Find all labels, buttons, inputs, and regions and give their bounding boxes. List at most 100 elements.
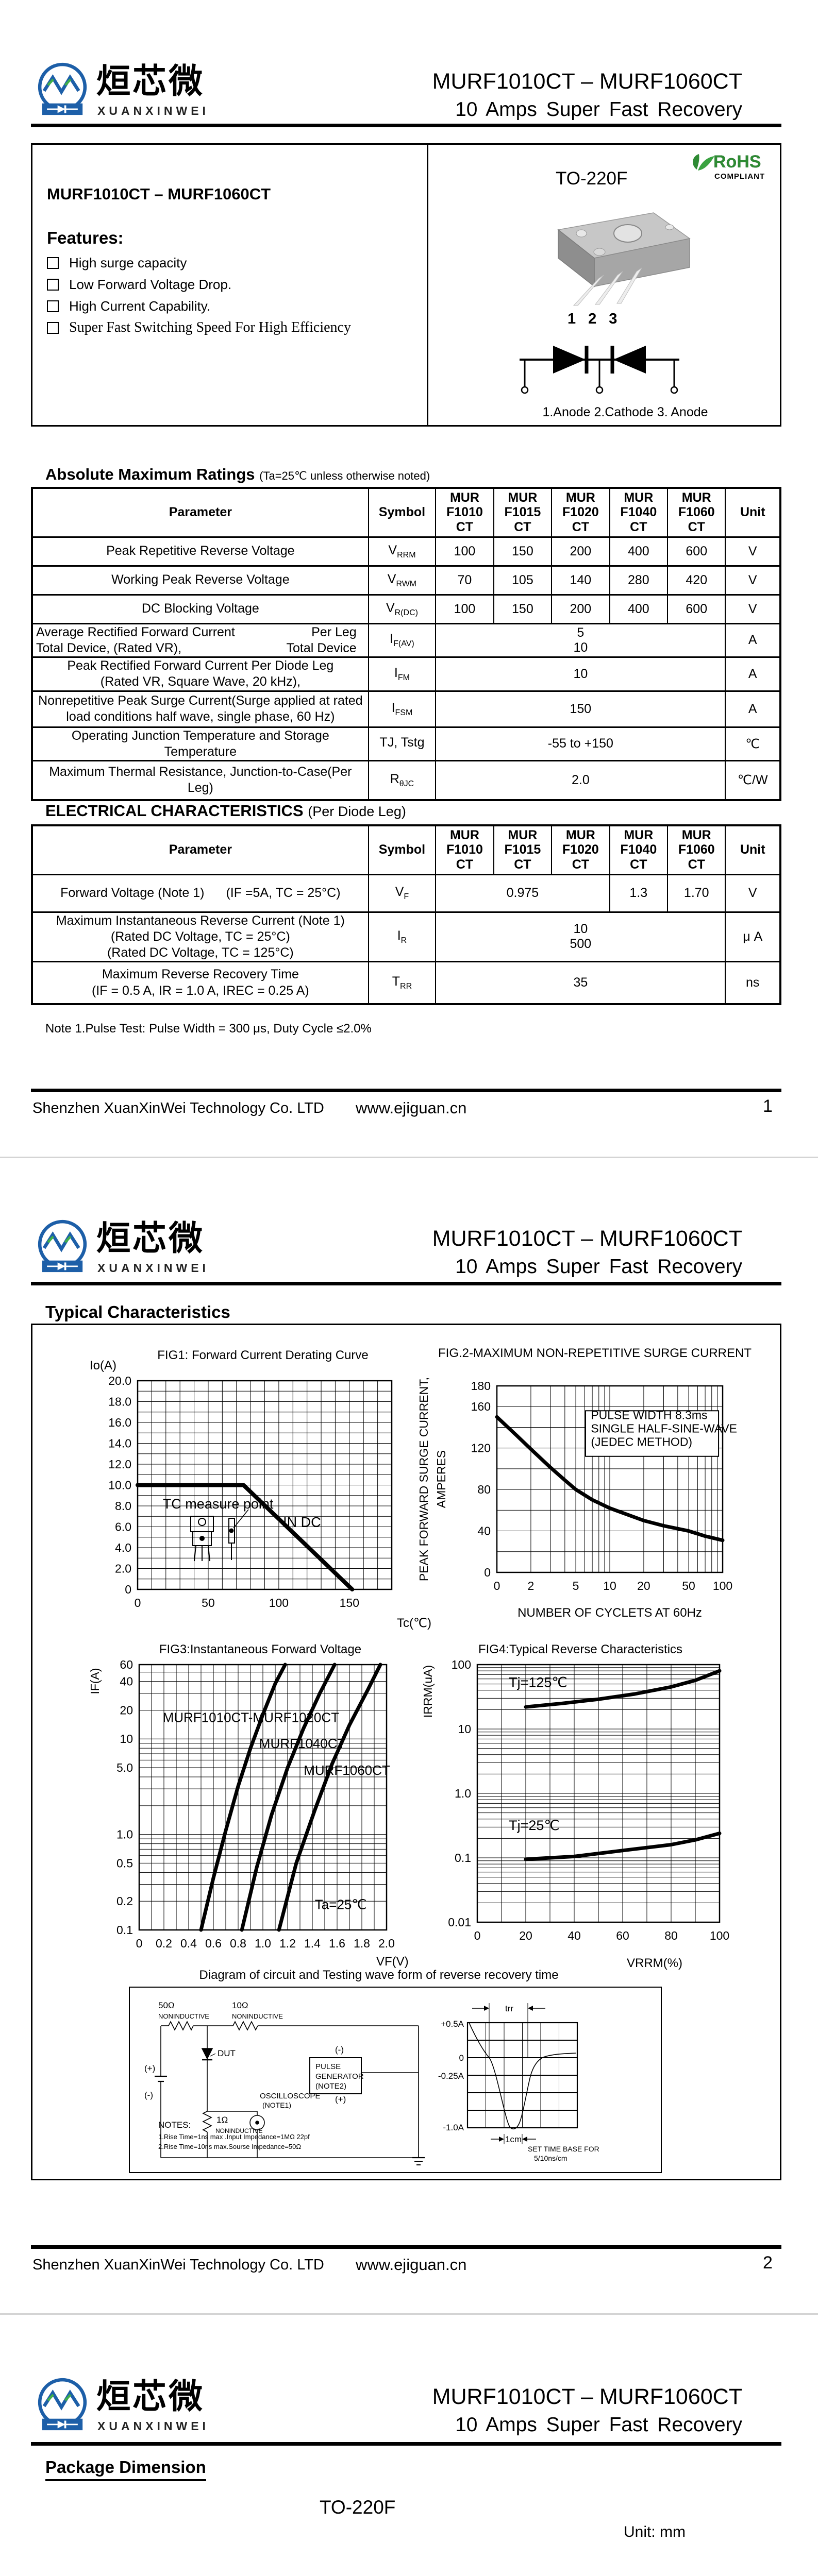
symbol-cell: IFSM [368,690,437,728]
diode-symbol [520,346,679,394]
unit-cell: V [725,594,781,624]
amr-table: Parameter Symbol MUR F1010 CT MUR F1015 … [31,487,781,801]
rohs-name: RoHS [713,152,761,172]
col-unit: Unit [725,824,781,875]
brand-name-en: XUANXINWEI [97,2419,209,2433]
page1-header: 烜芯微 XUANXINWEI MURF1010CT – MURF1060CT 1… [34,61,781,125]
svg-text:100: 100 [710,1929,729,1942]
table-row: Maximum Thermal Resistance, Junction-to-… [31,760,781,801]
value-cell: 150 [435,690,726,728]
characteristics-box [31,1324,781,2180]
value-cell: 280 [609,565,669,596]
symbol-cell: IR [368,911,437,963]
unit-cell: A [725,622,781,658]
svg-text:2.0: 2.0 [115,1562,131,1575]
feature-text: Super Fast Switching Speed For High Effi… [69,319,351,335]
svg-text:150: 150 [340,1596,359,1609]
svg-text:NONINDUCTIVE: NONINDUCTIVE [158,2012,209,2020]
svg-text:(NOTE1): (NOTE1) [262,2101,291,2109]
brand-name-cn: 烜芯微 [96,2377,205,2415]
unit-cell: ℃ [725,726,781,761]
rr-diagram-title: Diagram of circuit and Testing wave form… [199,1968,559,1982]
svg-text:(-): (-) [144,2090,153,2100]
amr-title: Absolute Maximum Ratings [45,465,255,483]
svg-text:1.0: 1.0 [255,1937,271,1950]
feature-text: High surge capacity [69,255,187,270]
doc-title: MURF1010CT – MURF1060CT [432,1226,742,1251]
svg-text:10Ω: 10Ω [232,2001,248,2010]
rr-waveform [466,2003,578,2144]
svg-text:1.8: 1.8 [354,1937,370,1950]
param-cell: Peak Repetitive Reverse Voltage [31,536,369,567]
svg-text:GENERATOR: GENERATOR [315,2072,364,2081]
symbol-cell: VR(DC) [368,594,437,624]
svg-text:0.5: 0.5 [116,1856,133,1870]
col-unit: Unit [725,487,781,538]
footer-rule [31,2245,781,2249]
features-list: High surge capacity Low Forward Voltage … [47,248,351,335]
svg-text:VRRM(%): VRRM(%) [627,1956,682,1970]
ec-table: Parameter Symbol MUR F1010 CT MUR F1015 … [31,824,781,1005]
svg-text:50: 50 [682,1579,695,1592]
svg-text:(JEDEC METHOD): (JEDEC METHOD) [591,1435,692,1449]
page-number: 2 [763,2253,773,2273]
col-device: MUR F1015 CT [493,487,553,538]
svg-text:50Ω: 50Ω [158,2001,175,2010]
svg-text:1.4: 1.4 [304,1937,321,1950]
svg-text:NONINDUCTIVE: NONINDUCTIVE [215,2127,262,2134]
svg-text:PULSE: PULSE [315,2062,341,2071]
table-row: Maximum Instantaneous Reverse Current (N… [31,911,781,963]
package-3d-image [557,212,691,306]
feature-text: Low Forward Voltage Drop. [69,276,232,292]
symbol-cell: TJ, Tstg [368,726,437,761]
symbol-cell: IFM [368,656,437,692]
value-cell: 420 [667,565,726,596]
value-cell: 200 [551,536,610,567]
svg-text:FIG4:Typical Reverse Character: FIG4:Typical Reverse Characteristics [478,1642,682,1656]
brand-name-en: XUANXINWEI [97,104,209,117]
col-device: MUR F1010 CT [435,824,494,875]
header-rule [31,1282,781,1285]
svg-text:1cm: 1cm [505,2134,522,2144]
package-dimension-title: Package Dimension [45,2458,206,2481]
svg-text:0: 0 [459,2053,464,2063]
value-cell: 70 [435,565,494,596]
svg-text:160: 160 [471,1400,491,1413]
unit-cell: V [725,873,781,913]
header-rule [31,2442,781,2446]
feature-item: Low Forward Voltage Drop. [47,276,351,292]
svg-text:4.0: 4.0 [115,1541,131,1554]
features-title: Features: [47,228,124,247]
header-rule [31,124,781,127]
pin-2-label: 2 [588,311,597,327]
value-cell: 2.0 [435,760,726,801]
svg-text:OSCILLOSCOPE: OSCILLOSCOPE [260,2092,321,2100]
svg-text:0: 0 [494,1579,500,1592]
page-separator [0,2313,818,2315]
fig1-forward-current-derating-chart: 0 50 100 150 20.0 18.0 16.0 14.0 12.0 10.0 8.0 6.0 4… [90,1348,431,1630]
svg-text:40: 40 [120,1675,133,1688]
col-symbol: Symbol [368,824,437,875]
svg-text:0.1: 0.1 [116,1923,133,1937]
overview-box: MURF1010CT – MURF1060CT Features: High s… [31,143,781,427]
unit-cell: V [725,536,781,567]
fig3-forward-voltage-chart: 0 0.2 0.4 0.6 0.8 1.0 1.2 1.4 1.6 1.8 2.0 60 40 20 10 5… [88,1642,409,1969]
svg-text:IRRM(uA): IRRM(uA) [421,1665,435,1718]
svg-text:Tc(℃): Tc(℃) [397,1616,431,1630]
value-cell: 400 [609,594,669,624]
table-row: Operating Junction Temperature and Stora… [31,726,781,761]
col-device: MUR F1040 CT [609,487,669,538]
svg-text:20: 20 [637,1579,650,1592]
svg-text:100: 100 [269,1596,289,1609]
doc-title-block: MURF1010CT – MURF1060CT 10 Amps Super Fa… [432,2384,742,2436]
value-cell: 600 [667,594,726,624]
doc-subtitle: 10 Amps Super Fast Recovery [455,1256,742,1278]
table-row: Nonrepetitive Peak Surge Current(Surge a… [31,690,781,728]
doc-title: MURF1010CT – MURF1060CT [432,69,742,94]
page-number: 1 [763,1096,773,1116]
svg-text:Tj=125℃: Tj=125℃ [509,1674,567,1690]
col-parameter: Parameter [31,824,369,875]
svg-text:NUMBER OF CYCLETS AT 60Hz: NUMBER OF CYCLETS AT 60Hz [517,1606,702,1620]
svg-text:12.0: 12.0 [108,1458,131,1471]
svg-text:1.0: 1.0 [116,1828,133,1841]
